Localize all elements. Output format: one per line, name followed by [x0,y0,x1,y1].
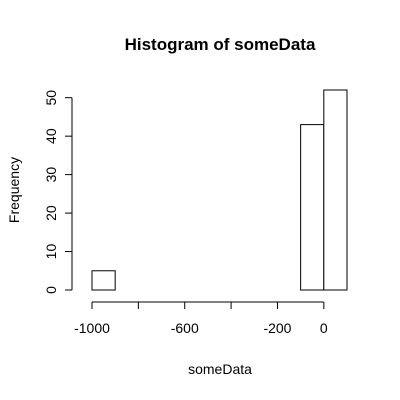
x-tick-label: 0 [320,320,328,336]
y-axis: 0 10 20 30 40 50 [43,90,73,294]
histogram-bar-0 [91,270,116,291]
histogram-bar-9 [300,124,325,291]
x-tick-label: -200 [263,320,291,336]
y-tick-label: 20 [43,205,59,221]
chart-title: Histogram of someData [125,35,316,54]
y-tick-label: 30 [43,167,59,183]
x-axis: -1000 -600 -200 0 [74,301,328,336]
histogram-bar-10 [323,89,348,291]
bars-group [91,89,348,291]
x-tick-label: -1000 [74,320,110,336]
y-tick-label: 50 [43,90,59,106]
y-axis-label: Frequency [6,157,22,223]
x-axis-label: someData [188,361,252,377]
y-tick-label: 10 [43,244,59,260]
y-tick-label: 0 [43,286,59,294]
x-tick-label: -600 [171,320,199,336]
y-tick-label: 40 [43,128,59,144]
